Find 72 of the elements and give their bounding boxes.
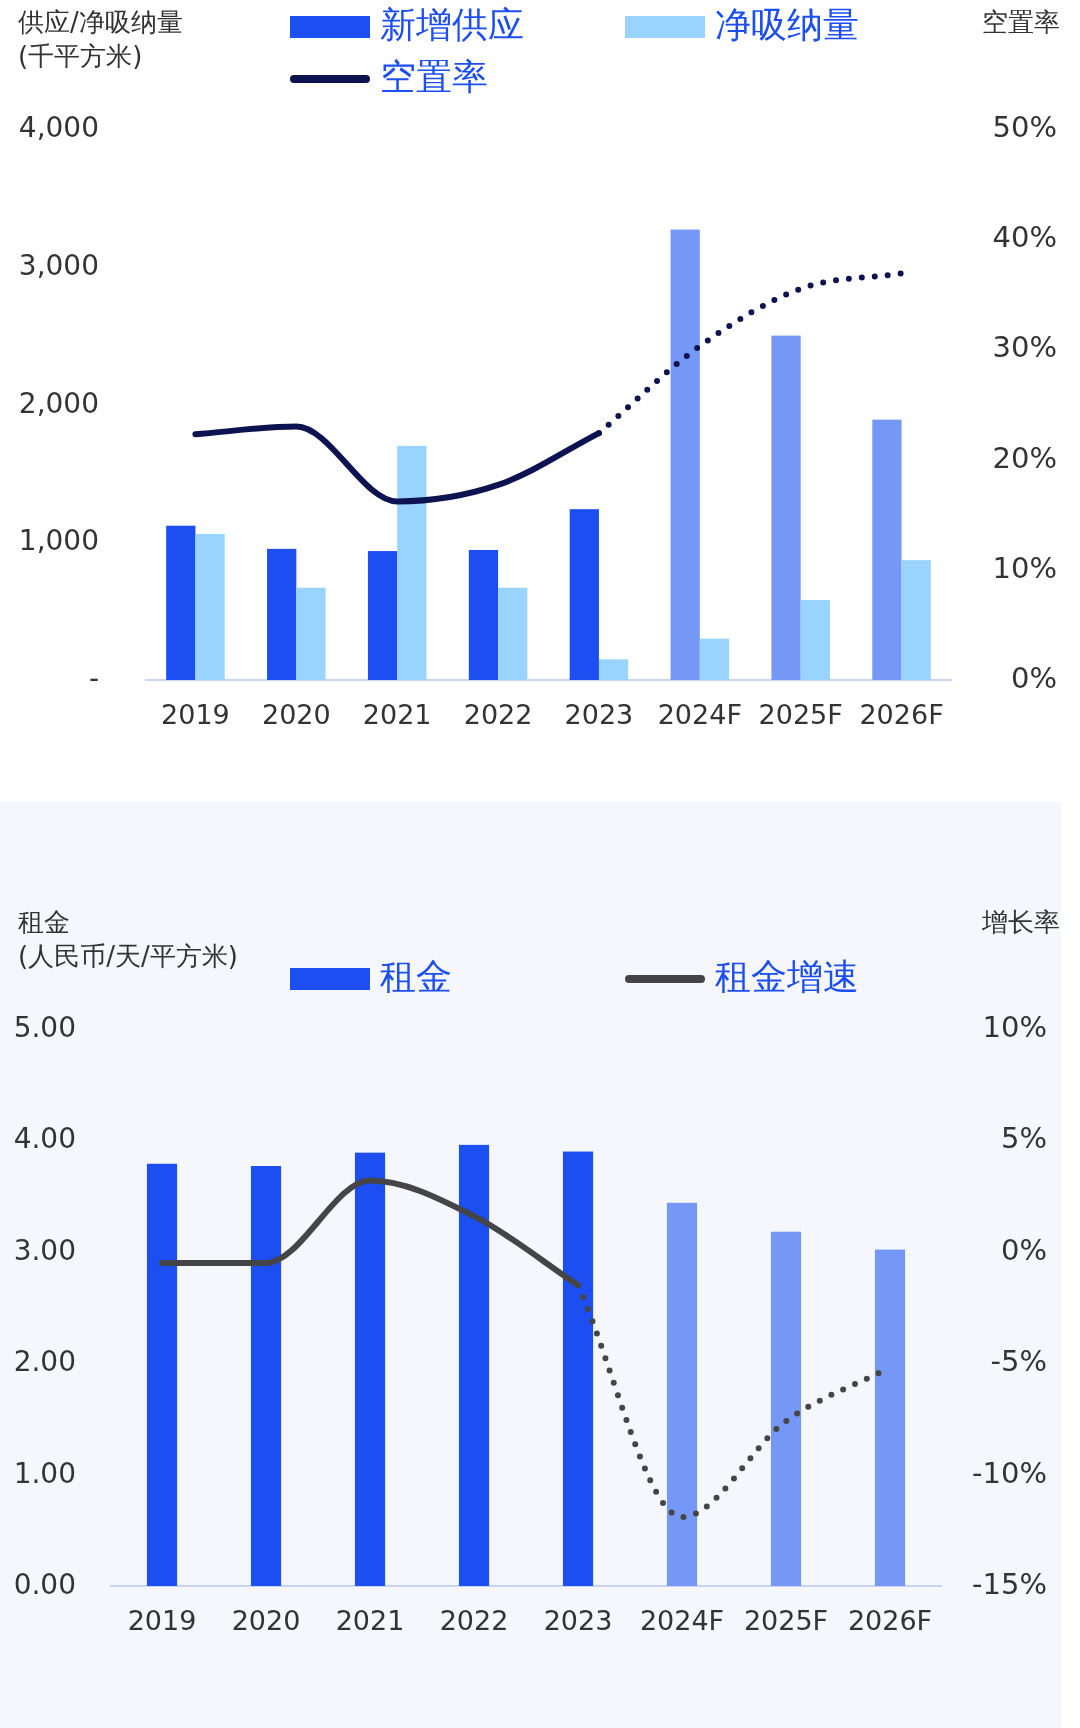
x-tick-label: 2026F (859, 699, 944, 730)
y-tick-label: 0.00 (13, 1568, 76, 1601)
y-axis-title: 租金 (人民币/天/平方米) (18, 907, 238, 971)
y2-tick-label: 0% (1000, 1232, 1047, 1267)
bar (498, 587, 528, 680)
x-tick-label: 2025F (743, 1605, 829, 1636)
bar (146, 1163, 178, 1586)
y-tick-label: 4.00 (13, 1122, 76, 1156)
bar (872, 419, 902, 680)
x-tick-label: 2023 (564, 699, 634, 730)
y-tick-label: 1,000 (18, 524, 99, 558)
x-tick-label: 2020 (261, 699, 331, 730)
y-tick-label: 4,000 (18, 111, 99, 144)
y2-tick-label: -5% (990, 1344, 1047, 1379)
bar (468, 549, 499, 680)
y2-axis-title: 空置率 (982, 7, 1060, 37)
y-tick-label: - (88, 662, 99, 695)
bar (562, 1151, 594, 1586)
bar (800, 600, 830, 680)
y-axis-title: 供应/净吸纳量 (千平方米) (18, 7, 183, 71)
bar (354, 1152, 386, 1586)
bar (666, 1202, 698, 1586)
x-tick-label: 2026F (847, 1605, 933, 1636)
x-tick-label: 2021 (362, 699, 432, 730)
x-tick-label: 2023 (543, 1605, 613, 1636)
y-tick-label: 3,000 (18, 248, 99, 282)
bar (670, 229, 700, 680)
x-tick-label: 2019 (127, 1605, 197, 1636)
y-tick-label: 1.00 (13, 1456, 76, 1490)
x-tick-label: 2024F (639, 1605, 725, 1636)
y2-axis-title: 增长率 (981, 907, 1060, 937)
y2-tick-label: 10% (992, 550, 1057, 585)
bar (166, 525, 196, 680)
y-tick-label: 3.00 (13, 1233, 76, 1267)
bar (770, 1231, 802, 1586)
bar (569, 509, 599, 680)
y-tick-label: 5.00 (13, 1011, 76, 1044)
legend-label: 租金增速 (715, 956, 859, 997)
bar (367, 551, 398, 680)
y2-tick-label: -15% (972, 1567, 1047, 1601)
legend-label: 新增供应 (380, 4, 524, 45)
y2-tick-label: 30% (992, 330, 1057, 365)
bar (458, 1144, 490, 1586)
bar (901, 560, 931, 680)
bar (699, 638, 730, 680)
legend-label: 净吸纳量 (715, 4, 859, 45)
bar (195, 533, 225, 680)
x-tick-label: 2022 (463, 699, 533, 730)
y2-tick-label: 10% (982, 1010, 1047, 1044)
y2-tick-label: 50% (992, 110, 1057, 144)
legend-label: 空置率 (380, 56, 488, 97)
bar (598, 659, 629, 680)
y2-tick-label: 20% (992, 440, 1057, 475)
bar (267, 548, 297, 680)
x-tick-label: 2022 (439, 1605, 509, 1636)
x-tick-label: 2019 (161, 699, 230, 730)
y2-tick-label: 40% (992, 220, 1057, 255)
x-tick-label: 2024F (657, 699, 742, 730)
x-tick-label: 2020 (231, 1605, 301, 1636)
y2-tick-label: -10% (972, 1455, 1047, 1490)
y-tick-label: 2.00 (13, 1345, 76, 1379)
bar (874, 1249, 906, 1586)
x-tick-label: 2021 (335, 1605, 405, 1636)
bar (771, 335, 801, 680)
x-tick-label: 2025F (758, 699, 843, 730)
bar (296, 587, 326, 680)
legend-label: 租金 (380, 956, 452, 997)
bar (250, 1166, 282, 1586)
bar (397, 445, 427, 680)
y2-tick-label: 0% (1010, 661, 1057, 695)
y2-tick-label: 5% (1000, 1121, 1047, 1156)
y-tick-label: 2,000 (18, 386, 99, 420)
